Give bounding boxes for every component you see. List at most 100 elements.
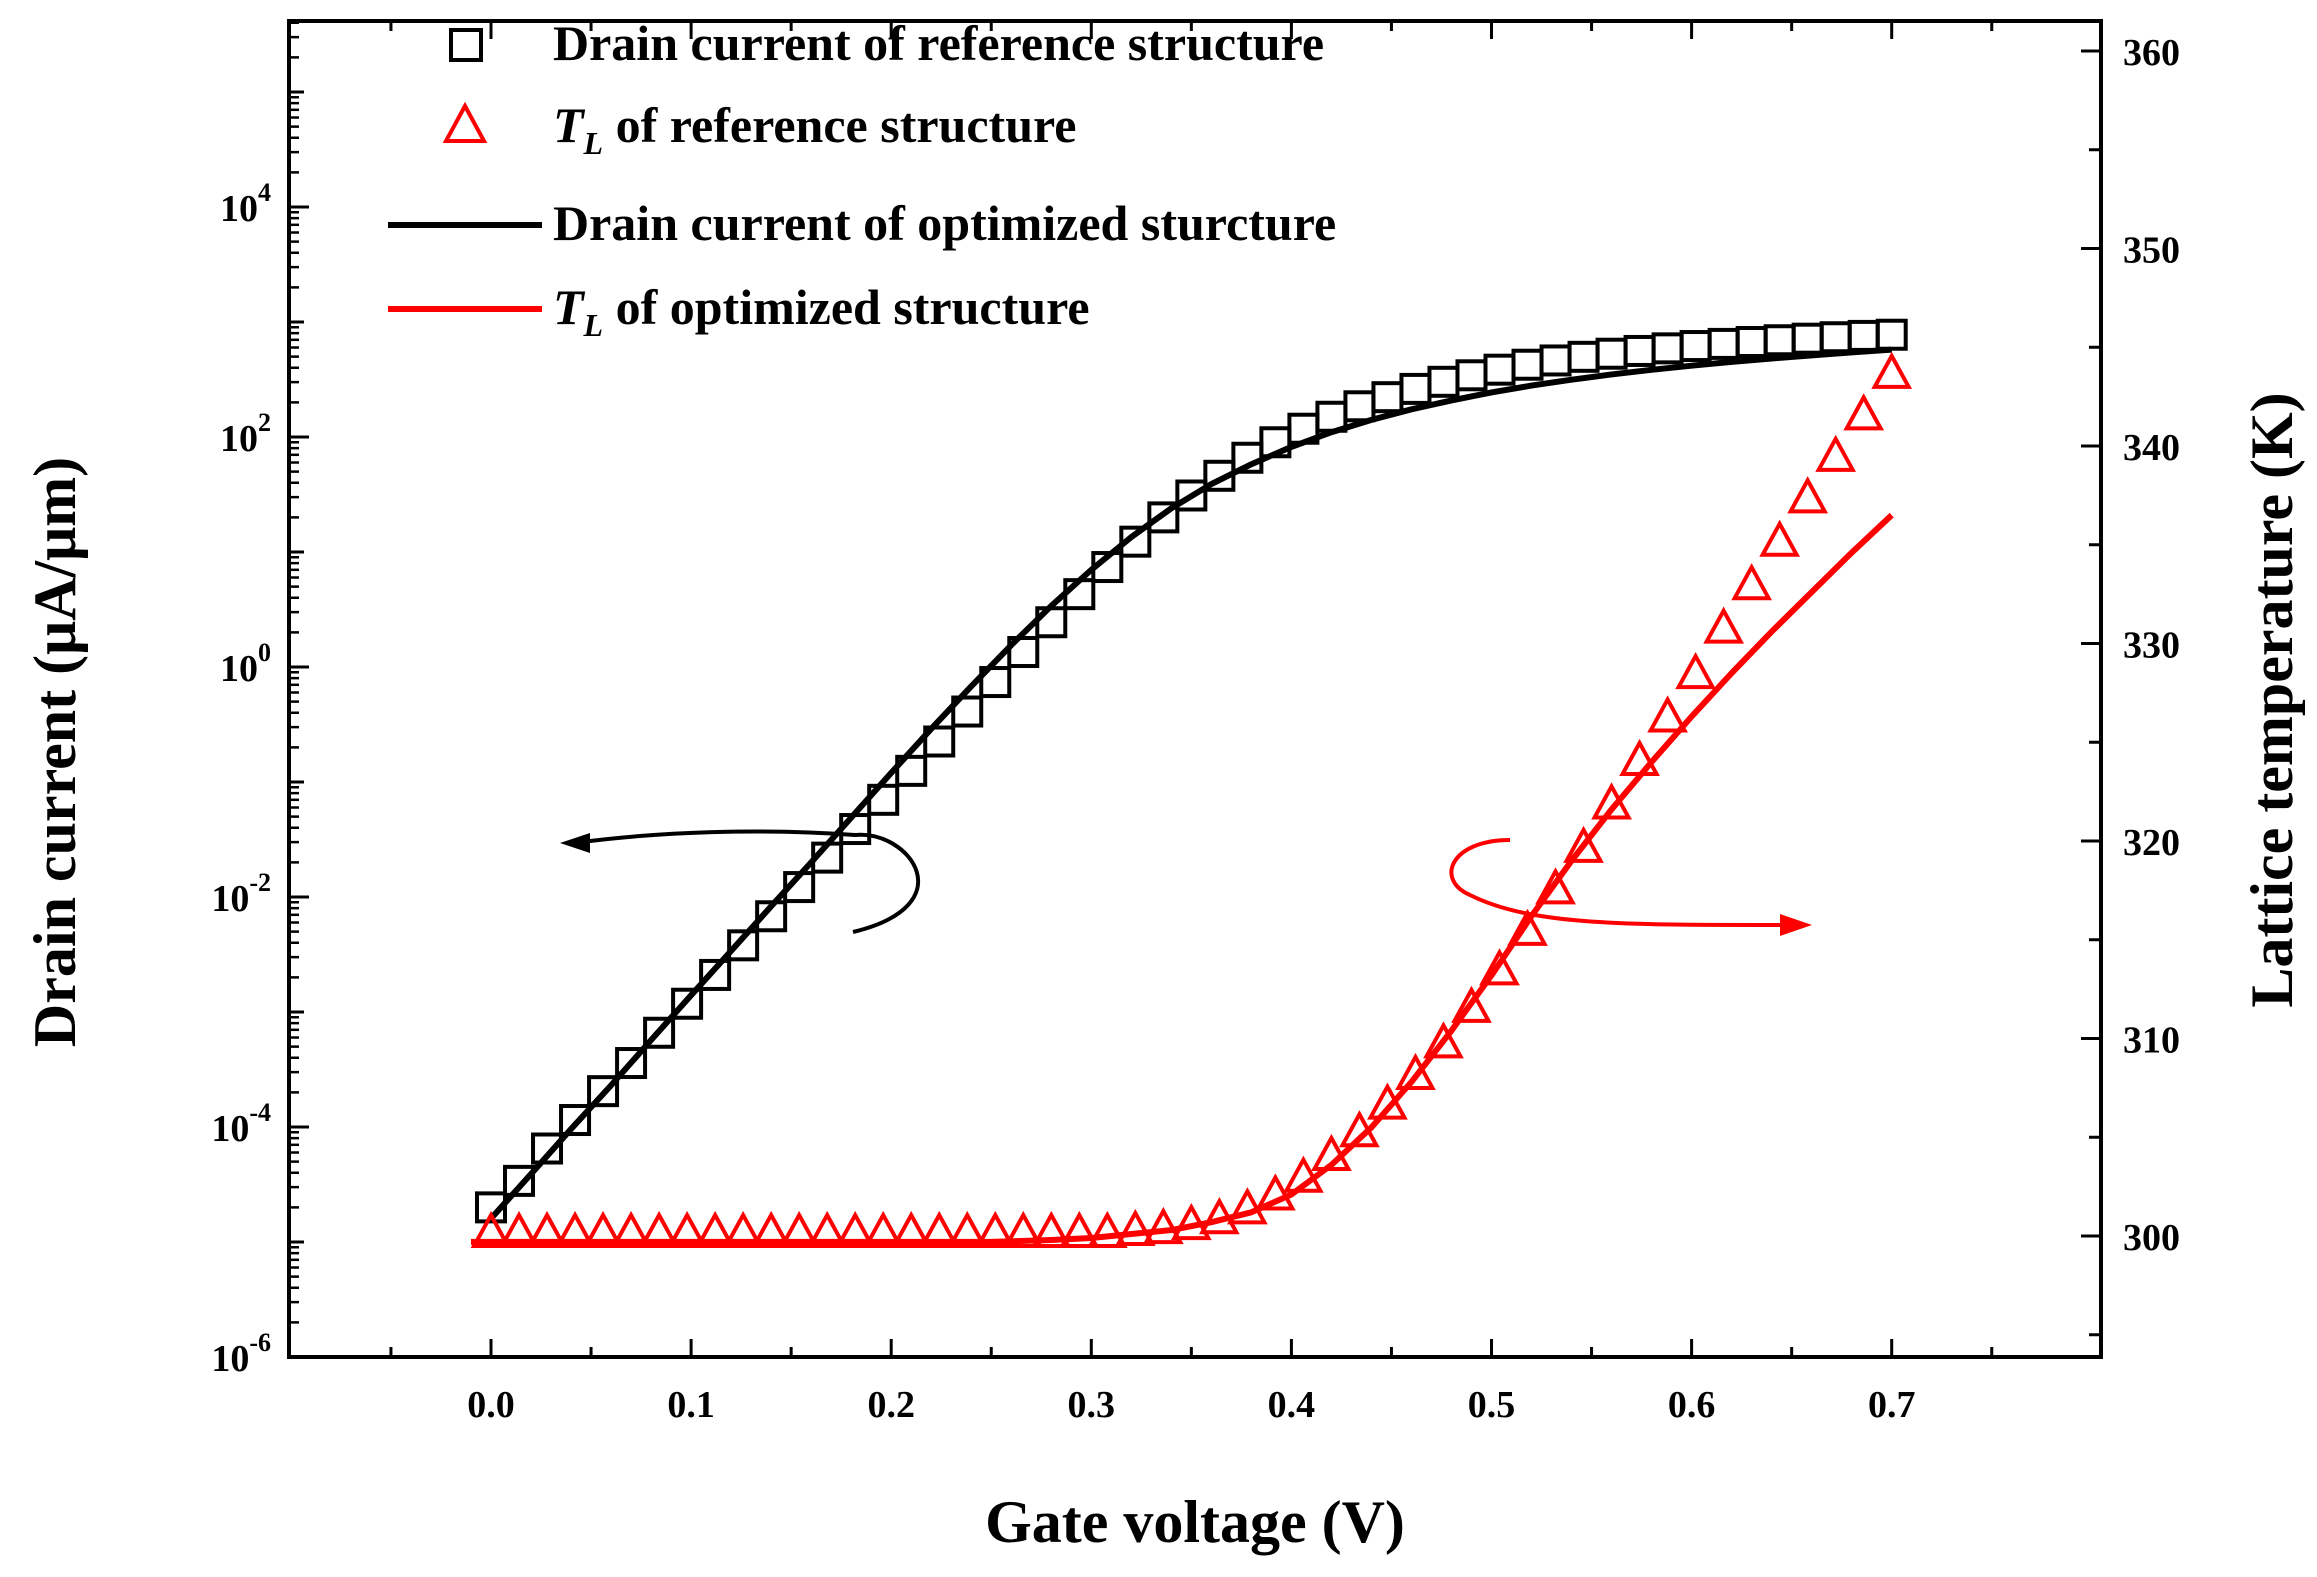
series-triangle-marker (498, 1210, 540, 1249)
series-square-marker (1399, 372, 1432, 405)
series-layer (470, 318, 1913, 1249)
series-triangle-marker (526, 1210, 568, 1249)
series-triangle-marker (610, 1210, 652, 1249)
legend-label: TL of optimized structure (553, 279, 1090, 343)
y-left-tick-label: 100 (220, 638, 271, 690)
series-triangle-marker (554, 1210, 596, 1249)
right-axis-arrow-curve (1449, 838, 1781, 927)
series-square-marker (1875, 318, 1908, 351)
y-right-tick-label: 350 (2123, 230, 2180, 272)
y-right-tick-label: 320 (2123, 822, 2180, 864)
series-square-marker (559, 1104, 592, 1137)
series-square-marker (615, 1047, 648, 1080)
series-square-marker (1707, 327, 1740, 360)
series-square-marker (727, 929, 760, 962)
series-triangle-marker (974, 1210, 1016, 1249)
series-triangle-marker (1058, 1210, 1100, 1249)
series-triangle-marker (1283, 1155, 1324, 1193)
series-triangle-marker (1227, 1187, 1268, 1225)
x-tick-label: 0.6 (1668, 1384, 1716, 1426)
series-square-marker (839, 813, 872, 846)
series-square-marker (1567, 340, 1600, 373)
y-axis-left-title: Drain current (μA/μm) (22, 457, 88, 1047)
y-left-tick-label: 104 (220, 178, 271, 230)
y-left-tick-label: 10-6 (211, 1328, 271, 1380)
series-triangle-marker (750, 1210, 792, 1249)
series-triangle-marker (1142, 1206, 1184, 1245)
right-axis-arrowhead (1780, 914, 1812, 936)
series-triangle-marker (1843, 393, 1885, 431)
series-square-marker (979, 666, 1012, 699)
series-triangle-marker (470, 1210, 512, 1249)
series-triangle-marker (666, 1210, 708, 1249)
series-square-marker (587, 1075, 620, 1108)
y-right-tick-label: 340 (2123, 427, 2180, 469)
x-tick-label: 0.1 (667, 1384, 715, 1426)
series-triangle-marker (1507, 908, 1548, 946)
series-square-marker (1455, 359, 1488, 392)
series-triangle-marker (1815, 434, 1857, 472)
series-square-marker (1623, 334, 1656, 367)
series-triangle-marker (1479, 948, 1520, 986)
series-triangle-marker (1675, 651, 1716, 690)
series-triangle-marker (1114, 1208, 1156, 1247)
series-triangle-marker (1002, 1210, 1044, 1249)
y-axis-right-title: Lattice temperature (K) (2239, 392, 2305, 1007)
series-square-marker (1651, 332, 1684, 365)
series-line (488, 346, 1892, 1221)
x-tick-label: 0.0 (467, 1384, 515, 1426)
left-axis-arrow-curve (581, 829, 921, 934)
legend-square-marker (449, 28, 483, 62)
series-triangle-marker (694, 1210, 736, 1249)
series-line (470, 512, 1894, 1245)
x-tick-label: 0.3 (1068, 1384, 1116, 1426)
series-square-marker (1539, 344, 1572, 377)
series-square-marker (895, 754, 928, 787)
series-square-marker (1847, 319, 1880, 352)
series-triangle-marker (1030, 1210, 1072, 1249)
y-left-tick-label: 102 (220, 408, 271, 460)
legend: Drain current of reference structure TL o… (388, 15, 1336, 343)
y-right-tick-label: 330 (2123, 625, 2180, 667)
y-left-tick-label: 10-2 (211, 868, 271, 920)
x-tick-label: 0.2 (867, 1384, 915, 1426)
series-triangle-marker (890, 1210, 932, 1249)
series-triangle-marker (1451, 985, 1492, 1023)
annotation-layer (560, 829, 1812, 936)
series-square-marker (1147, 501, 1180, 534)
series-square-marker (671, 987, 704, 1020)
series-triangle-marker (1423, 1021, 1464, 1059)
series-square-marker (1791, 322, 1824, 355)
series-square-marker (699, 958, 732, 991)
series-square-marker (1371, 381, 1404, 414)
series-triangle-marker (778, 1210, 820, 1249)
legend-label: Drain current of reference structure (553, 15, 1324, 71)
series-triangle-marker (1563, 825, 1604, 863)
y-right-tick-label: 360 (2123, 32, 2180, 74)
series-triangle-marker (1535, 867, 1576, 905)
y-right-tick-label: 300 (2123, 1217, 2180, 1259)
plot-frame (287, 19, 2103, 1359)
series-square-marker (1175, 479, 1208, 512)
series-triangle-marker (946, 1210, 988, 1249)
series-square-marker (1735, 326, 1768, 359)
series-triangle-marker (582, 1210, 624, 1249)
y-left-tick-label: 10-4 (211, 1098, 271, 1150)
ticks-layer: 0.0 0.1 0.2 0.3 0.4 0.5 0.6 0.7 10-6 10-4 10-2 100 1… (211, 21, 2180, 1426)
series-square-marker (1763, 324, 1796, 357)
series-triangle-marker (1759, 519, 1801, 557)
x-tick-label: 0.4 (1268, 1384, 1316, 1426)
series-triangle-marker (1395, 1052, 1436, 1091)
series-square-marker (1343, 390, 1376, 423)
legend-triangle-marker (442, 101, 488, 143)
series-square-marker (531, 1132, 564, 1165)
series-triangle-marker (1703, 606, 1744, 644)
series-square-marker (1007, 636, 1040, 669)
series-triangle-marker (1731, 563, 1773, 601)
series-triangle-marker (806, 1210, 848, 1249)
series-triangle-marker (1255, 1173, 1296, 1211)
series-triangle-marker (862, 1210, 904, 1249)
series-triangle-marker (722, 1210, 764, 1249)
x-tick-label: 0.7 (1868, 1384, 1916, 1426)
